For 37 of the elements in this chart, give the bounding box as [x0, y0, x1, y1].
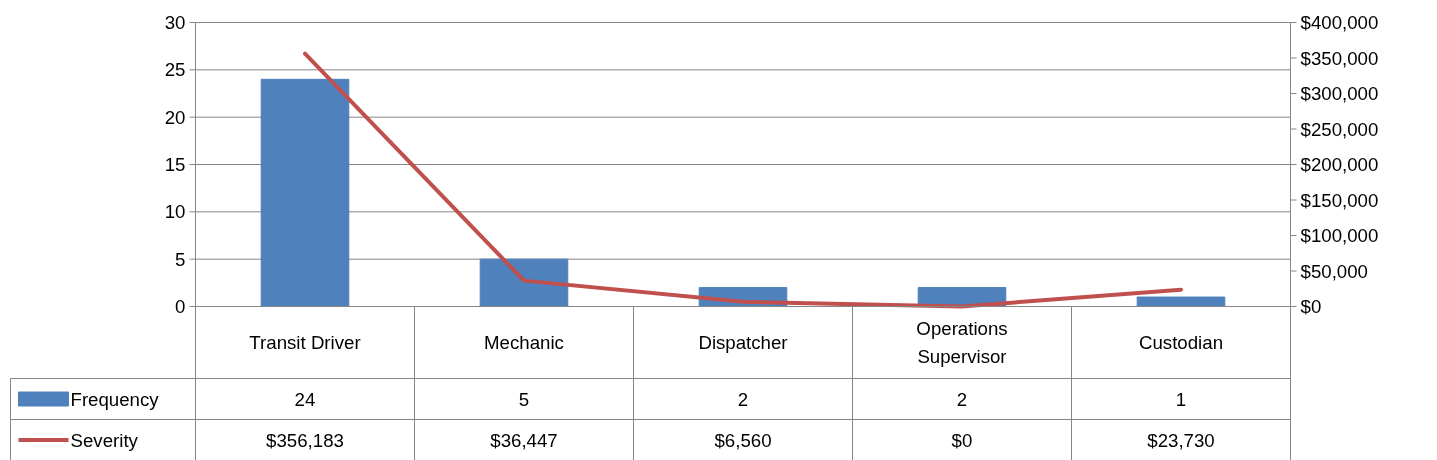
data-label: 2 — [737, 388, 749, 410]
data-label: $0 — [951, 429, 973, 451]
y2-tick-label: $0 — [1300, 296, 1322, 317]
y-tick-label: 5 — [175, 248, 186, 270]
y2-tick-label: $200,000 — [1300, 154, 1379, 175]
x-tick-label: Dispatcher — [698, 332, 788, 353]
y-tick-label: 15 — [164, 154, 186, 175]
data-label: $23,730 — [1147, 429, 1215, 451]
x-tick-label: Custodian — [1139, 332, 1224, 353]
data-label: $6,560 — [714, 429, 772, 451]
data-label: 5 — [518, 388, 530, 410]
y-tick-label: 0 — [175, 296, 186, 317]
y-tick-label: 30 — [164, 12, 186, 33]
y2-tick-label: $250,000 — [1300, 118, 1379, 140]
y-tick-label: 25 — [164, 59, 186, 81]
data-label: 2 — [956, 388, 968, 410]
y-tick-label: 20 — [164, 106, 186, 128]
line-series — [303, 51, 1183, 309]
y-tick-label: 10 — [164, 201, 186, 223]
y2-tick-label: $300,000 — [1300, 83, 1379, 104]
x-tick-label: Mechanic — [484, 332, 564, 353]
data-label: 1 — [1175, 388, 1187, 410]
data-label: 24 — [294, 388, 316, 410]
y2-tick-label: $50,000 — [1300, 260, 1368, 282]
bar — [1136, 296, 1226, 307]
bar — [479, 258, 569, 307]
data-label: $356,183 — [266, 429, 344, 451]
legend-label: Frequency — [70, 388, 160, 410]
y2-tick-label: $100,000 — [1300, 225, 1379, 246]
x-tick-label: Transit Driver — [249, 332, 361, 353]
x-tick-label: Operations Supervisor — [916, 318, 1008, 367]
legend-label: Severity — [70, 429, 139, 451]
y2-tick-label: $350,000 — [1300, 47, 1379, 69]
y2-tick-label: $400,000 — [1300, 12, 1379, 33]
y2-tick-label: $150,000 — [1300, 189, 1379, 211]
bar — [260, 78, 350, 307]
data-label: $36,447 — [490, 429, 558, 451]
